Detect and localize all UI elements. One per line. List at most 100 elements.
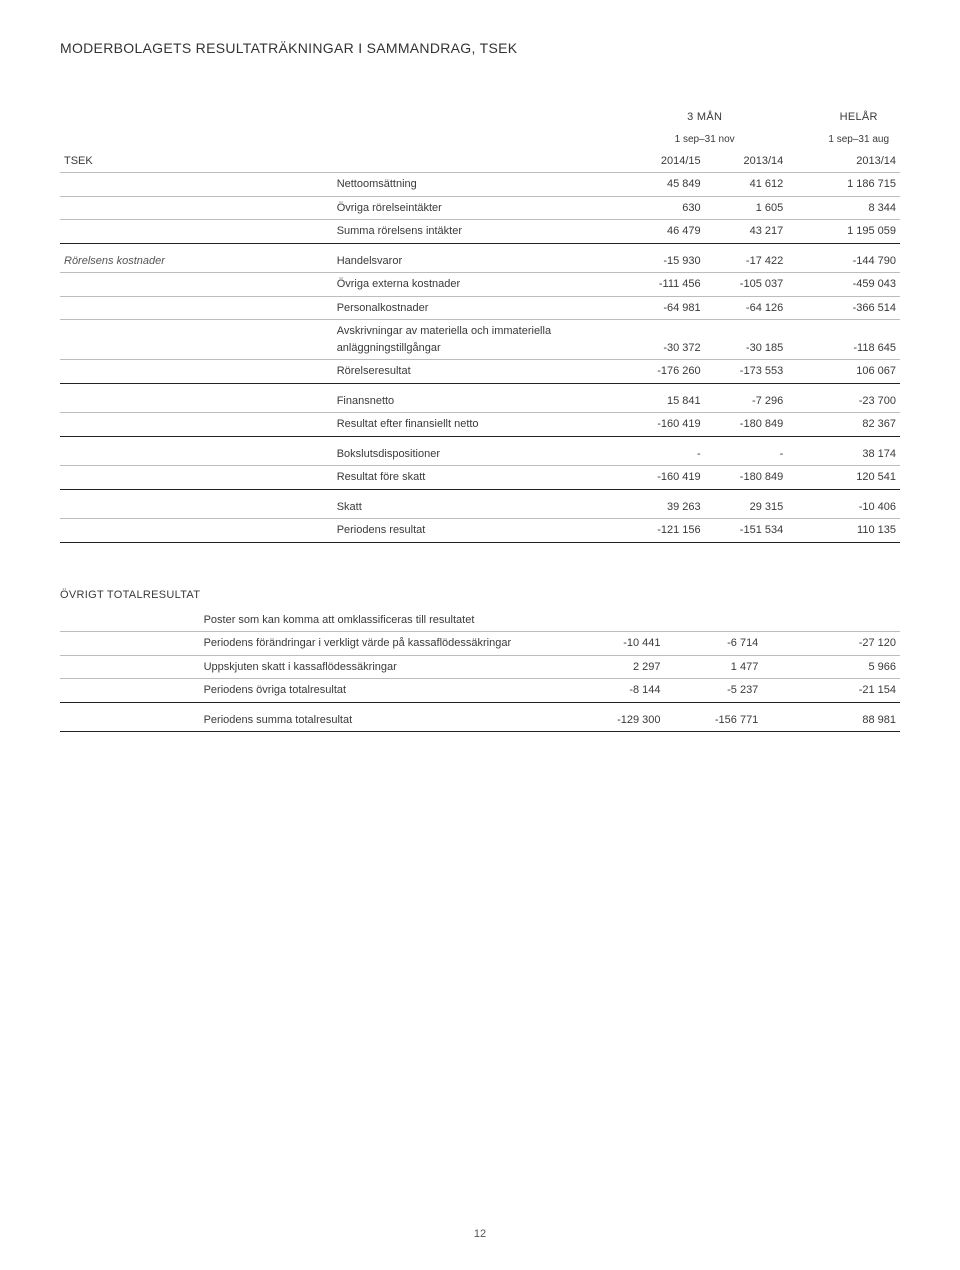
cell: - [622,443,705,466]
row-label: Skatt [333,496,622,519]
table-row: Avskrivningar av materiella och immateri… [60,320,900,360]
cell: -160 419 [622,413,705,437]
cell: -17 422 [705,250,788,273]
cell: -121 156 [622,519,705,543]
table-row: Periodens förändringar i verkligt värde … [60,632,900,656]
table-row: Rörelsens kostnader Handelsvaror -15 930… [60,250,900,273]
row-label: Periodens övriga totalresultat [200,679,567,703]
cell: 46 479 [622,220,705,244]
table-row: Periodens övriga totalresultat -8 144 -5… [60,679,900,703]
row-label: Resultat efter finansiellt netto [333,413,622,437]
year-c2: 2013/14 [705,150,788,173]
cell: -129 300 [567,709,665,732]
table-row: Finansnetto 15 841 -7 296 -23 700 [60,390,900,413]
cell: 2 297 [567,655,665,679]
cell: 29 315 [705,496,788,519]
section2-title: ÖVRIGT TOTALRESULTAT [60,589,900,601]
tsek-label: TSEK [60,150,333,173]
cell: -144 790 [817,250,900,273]
cell: -111 456 [622,273,705,297]
year-c1: 2014/15 [622,150,705,173]
header-group-row: 3 MÅN HELÅR [60,106,900,129]
row-label: Uppskjuten skatt i kassaflödessäkringar [200,655,567,679]
cell: -176 260 [622,360,705,384]
cell: 82 367 [817,413,900,437]
cell: -21 154 [802,679,900,703]
cell: -30 185 [705,320,788,360]
table-row: Skatt 39 263 29 315 -10 406 [60,496,900,519]
table-row: Uppskjuten skatt i kassaflödessäkringar … [60,655,900,679]
table-row: Poster som kan komma att omklassificeras… [60,609,900,632]
row-label: Rörelseresultat [333,360,622,384]
row-label: Summa rörelsens intäkter [333,220,622,244]
cell: -64 981 [622,296,705,320]
year-c3: 2013/14 [817,150,900,173]
cell: -105 037 [705,273,788,297]
row-label: Periodens förändringar i verkligt värde … [200,632,567,656]
cell: -160 419 [622,466,705,490]
table-row: Periodens resultat -121 156 -151 534 110… [60,519,900,543]
table-row: Personalkostnader -64 981 -64 126 -366 5… [60,296,900,320]
cell: -8 144 [567,679,665,703]
cell: - [705,443,788,466]
row-label: Bokslutsdispositioner [333,443,622,466]
table-row: Resultat efter finansiellt netto -160 41… [60,413,900,437]
col-group-1-sub: 1 sep–31 nov [622,129,787,150]
year-row: TSEK 2014/15 2013/14 2013/14 [60,150,900,173]
table-row: Resultat före skatt -160 419 -180 849 12… [60,466,900,490]
table-row: Övriga externa kostnader -111 456 -105 0… [60,273,900,297]
cell: 1 186 715 [817,173,900,197]
row-label: Övriga externa kostnader [333,273,622,297]
cell: 1 195 059 [817,220,900,244]
cell: 630 [622,196,705,220]
table-row: Periodens summa totalresultat -129 300 -… [60,709,900,732]
cell: 45 849 [622,173,705,197]
cell: -180 849 [705,413,788,437]
cell: -23 700 [817,390,900,413]
cell: 38 174 [817,443,900,466]
cell: 43 217 [705,220,788,244]
row-label: Resultat före skatt [333,466,622,490]
other-comprehensive-table: Poster som kan komma att omklassificeras… [60,609,900,733]
col-group-1-top: 3 MÅN [622,106,787,129]
col-group-2-sub: 1 sep–31 aug [817,129,900,150]
row-label: Periodens summa totalresultat [200,709,567,732]
cell: 1 605 [705,196,788,220]
cell: -180 849 [705,466,788,490]
cell: -366 514 [817,296,900,320]
cell: 106 067 [817,360,900,384]
cell: 5 966 [802,655,900,679]
cell: -6 714 [665,632,763,656]
table-row: Övriga rörelseintäkter 630 1 605 8 344 [60,196,900,220]
cell: -30 372 [622,320,705,360]
cell: 41 612 [705,173,788,197]
header-sub-row: 1 sep–31 nov 1 sep–31 aug [60,129,900,150]
row-label: Nettoomsättning [333,173,622,197]
row-label: Poster som kan komma att omklassificeras… [200,609,567,632]
row-label: Periodens resultat [333,519,622,543]
cell: -459 043 [817,273,900,297]
cell: -10 441 [567,632,665,656]
cell: -64 126 [705,296,788,320]
cell: 110 135 [817,519,900,543]
page-number: 12 [0,1228,960,1240]
cell: -5 237 [665,679,763,703]
table-row: Bokslutsdispositioner - - 38 174 [60,443,900,466]
cell: -27 120 [802,632,900,656]
cell: 15 841 [622,390,705,413]
cell: -156 771 [665,709,763,732]
cell: 8 344 [817,196,900,220]
cell: 39 263 [622,496,705,519]
table-row: Nettoomsättning 45 849 41 612 1 186 715 [60,173,900,197]
cell: -10 406 [817,496,900,519]
page-title: MODERBOLAGETS RESULTATRÄKNINGAR I SAMMAN… [60,40,900,56]
cell: -151 534 [705,519,788,543]
row-label: Handelsvaror [333,250,622,273]
section-label-costs: Rörelsens kostnader [60,250,333,273]
cell: 120 541 [817,466,900,490]
row-label: Finansnetto [333,390,622,413]
page: MODERBOLAGETS RESULTATRÄKNINGAR I SAMMAN… [0,0,960,1270]
table-row: Summa rörelsens intäkter 46 479 43 217 1… [60,220,900,244]
row-label: Avskrivningar av materiella och immateri… [333,320,622,360]
cell: -15 930 [622,250,705,273]
